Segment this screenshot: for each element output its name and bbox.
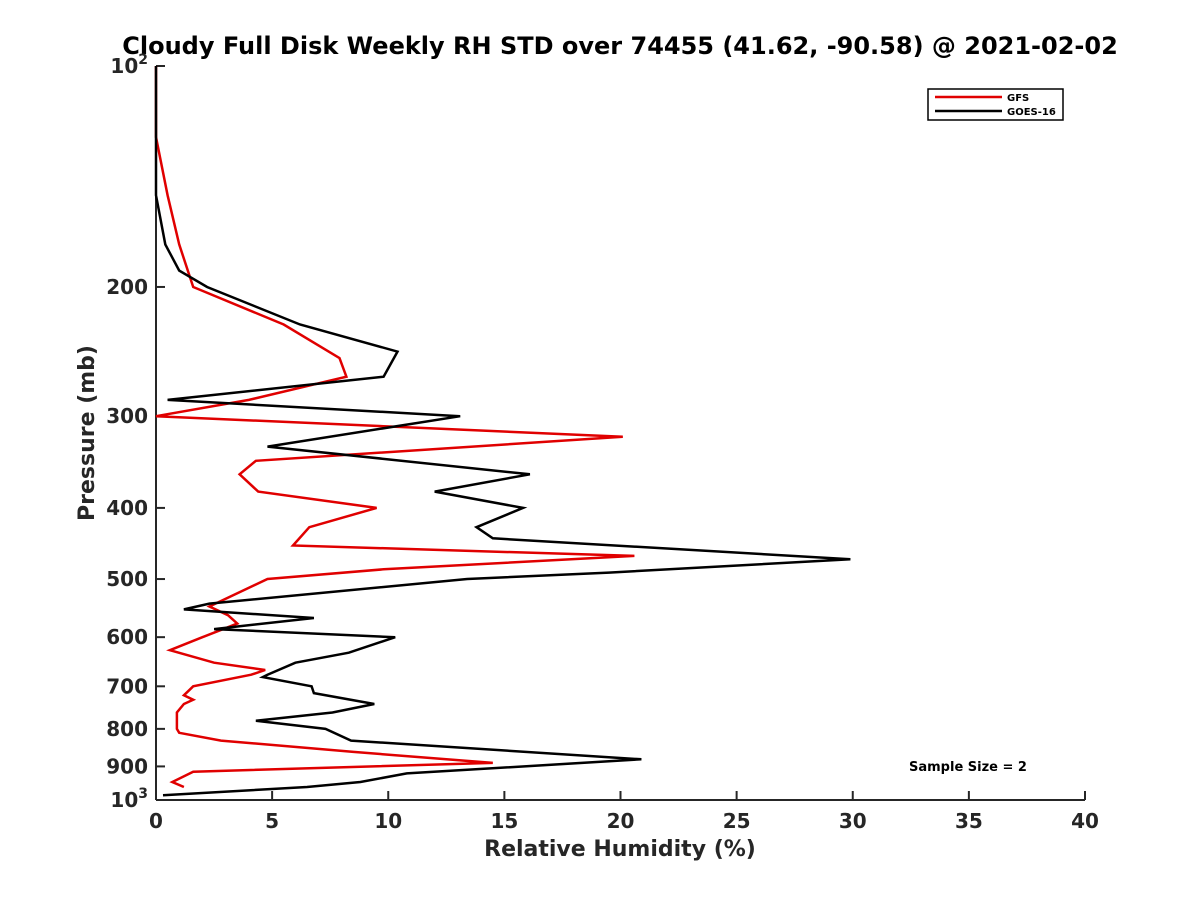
y-axis-label: Pressure (mb) — [75, 345, 100, 521]
y-tick-label: 200 — [106, 275, 148, 299]
x-tick-label: 30 — [839, 809, 867, 833]
series-line-gfs — [154, 66, 635, 789]
y-tick-label: 800 — [106, 717, 148, 741]
x-tick-label: 20 — [607, 809, 635, 833]
y-tick-label: 900 — [106, 754, 148, 778]
x-tick-label: 10 — [374, 809, 402, 833]
y-tick-label: 500 — [106, 567, 148, 591]
x-tick-label: 15 — [490, 809, 518, 833]
legend: GFS GOES-16 — [927, 88, 1064, 121]
plot-area — [155, 66, 1085, 801]
chart-title: Cloudy Full Disk Weekly RH STD over 7445… — [122, 32, 1118, 60]
y-tick-label: 400 — [106, 496, 148, 520]
y-tick-label: 600 — [106, 625, 148, 649]
legend-label-goes-16: GOES-16 — [1007, 107, 1056, 118]
legend-box — [927, 88, 1064, 121]
y-tick-label: 700 — [106, 674, 148, 698]
y-axis-ticks: 102 200 300 400 500 600 700 800 900 103 — [106, 52, 165, 812]
sample-size-annotation: Sample Size = 2 — [909, 760, 1027, 775]
y-tick-label: 102 — [110, 52, 148, 78]
series-lines — [154, 66, 851, 797]
x-tick-label: 25 — [723, 809, 751, 833]
x-axis-label: Relative Humidity (%) — [484, 837, 756, 862]
x-tick-label: 40 — [1071, 809, 1099, 833]
x-axis-ticks: 0 5 10 15 20 25 30 35 40 — [149, 791, 1099, 833]
x-tick-label: 35 — [955, 809, 983, 833]
x-tick-label: 5 — [265, 809, 279, 833]
y-tick-label: 103 — [110, 786, 148, 812]
x-tick-label: 0 — [149, 809, 163, 833]
legend-label-gfs: GFS — [1007, 93, 1029, 104]
series-line-goes-16 — [154, 66, 851, 797]
y-tick-label: 300 — [106, 404, 148, 428]
